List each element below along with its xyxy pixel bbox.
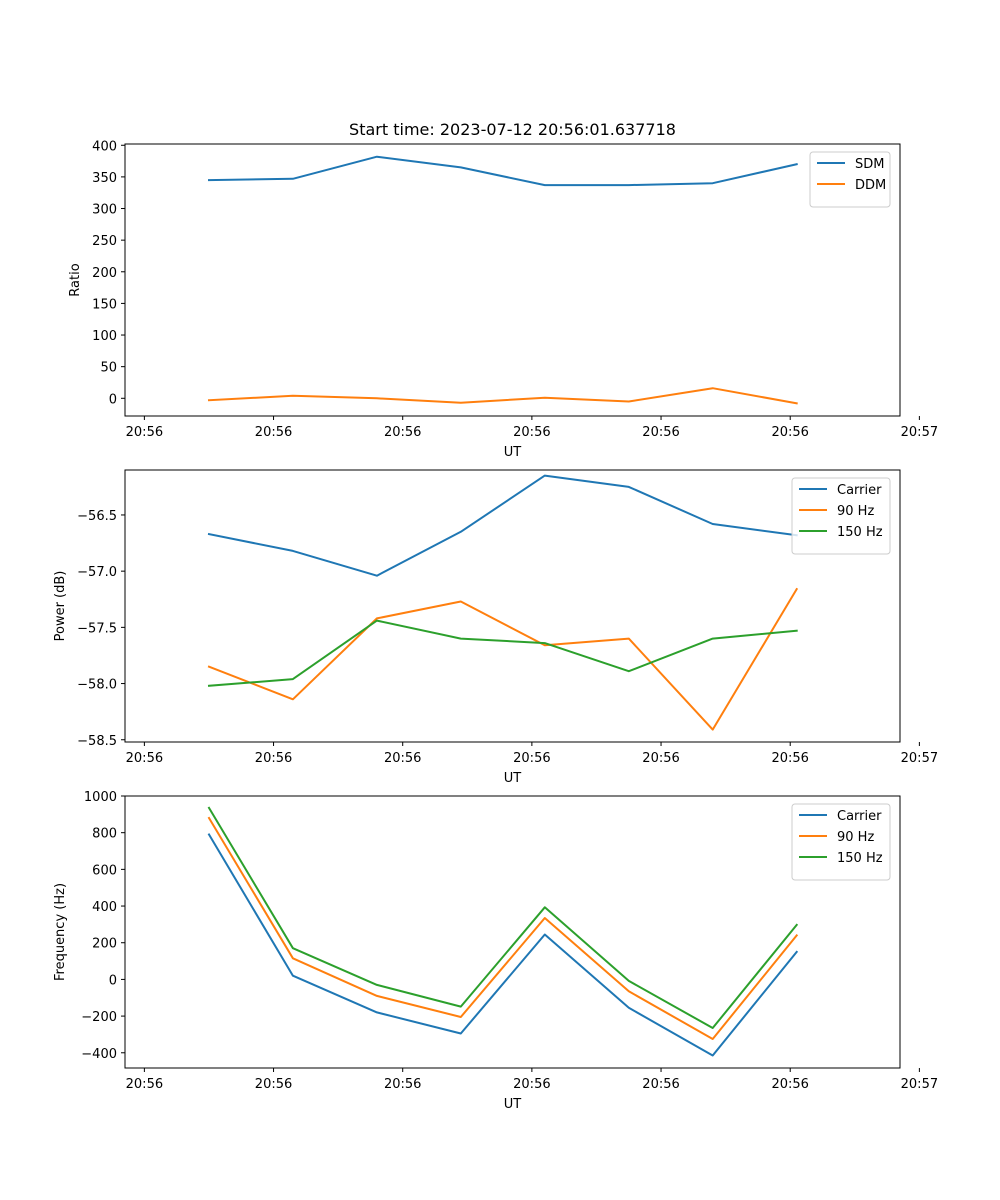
plot-frame <box>124 795 901 1069</box>
x-tick-label: 20:56 <box>255 1077 292 1092</box>
y-tick-label: 150 <box>92 297 117 312</box>
y-axis-label: Frequency (Hz) <box>53 883 68 981</box>
x-tick-label: 20:57 <box>901 751 938 766</box>
y-tick-label: −400 <box>81 1047 117 1062</box>
y-tick-label: 600 <box>92 863 117 878</box>
legend-frame <box>809 151 891 208</box>
y-tick-label: −58.0 <box>77 678 117 693</box>
chart-panel-1: 20:56 20:56 20:56 20:56 20:56 20:56 20:57 0 50 10… <box>68 120 938 460</box>
series-line-ddm <box>207 387 798 405</box>
y-tick-label: −56.5 <box>77 509 117 524</box>
legend: Carrier 90 Hz 150 Hz <box>791 803 891 881</box>
x-tick-label: 20:56 <box>255 425 292 440</box>
y-tick-label: 0 <box>109 973 117 988</box>
plot-frame <box>124 143 901 417</box>
x-tick-label: 20:56 <box>126 425 163 440</box>
chart-panel-2: 20:56 20:56 20:56 20:56 20:56 20:56 20:57 −58.5… <box>53 469 938 786</box>
series-line-150-hz <box>207 619 798 687</box>
y-tick-label: 100 <box>92 329 117 344</box>
plot-frame <box>124 469 901 743</box>
y-tick-label: 250 <box>92 234 117 249</box>
legend-label: 90 Hz <box>837 830 874 845</box>
y-tick-label: −57.5 <box>77 621 117 636</box>
legend-frame <box>791 803 891 881</box>
x-tick-label: 20:57 <box>901 1077 938 1092</box>
legend-label: 150 Hz <box>837 525 883 540</box>
series-line-90-hz <box>207 587 799 731</box>
series-line-150-hz <box>207 806 799 1029</box>
x-tick-label: 20:56 <box>642 751 679 766</box>
series-line-carrier <box>207 833 799 1057</box>
legend-label: Carrier <box>837 483 882 498</box>
y-tick-label: 50 <box>100 361 117 376</box>
x-tick-label: 20:56 <box>513 425 550 440</box>
x-tick-label: 20:57 <box>901 425 938 440</box>
x-tick-label: 20:56 <box>771 751 808 766</box>
y-tick-label: 0 <box>109 392 117 407</box>
legend-label: Carrier <box>837 809 882 824</box>
x-axis-label: UT <box>504 771 522 786</box>
legend-label: 150 Hz <box>837 851 883 866</box>
chart-title: Start time: 2023-07-12 20:56:01.637718 <box>349 120 676 139</box>
x-tick-label: 20:56 <box>513 1077 550 1092</box>
x-axis-label: UT <box>504 1097 522 1112</box>
legend-label: DDM <box>855 178 886 193</box>
chart-panel-3: 20:56 20:56 20:56 20:56 20:56 20:56 20:57 −400 −… <box>53 790 938 1112</box>
x-tick-label: 20:56 <box>642 1077 679 1092</box>
y-tick-label: 400 <box>92 900 117 915</box>
legend-frame <box>791 477 891 555</box>
x-tick-label: 20:56 <box>126 751 163 766</box>
y-tick-label: 350 <box>92 171 117 186</box>
legend: SDM DDM <box>809 151 891 208</box>
x-axis-label: UT <box>504 445 522 460</box>
x-tick-label: 20:56 <box>255 751 292 766</box>
series-line-carrier <box>207 474 798 577</box>
y-tick-label: −200 <box>81 1010 117 1025</box>
y-axis-label: Power (dB) <box>53 571 68 642</box>
x-tick-label: 20:56 <box>771 425 808 440</box>
series-line-90-hz <box>207 816 799 1040</box>
legend-label: 90 Hz <box>837 504 874 519</box>
y-axis-label: Ratio <box>68 263 83 296</box>
y-tick-label: −58.5 <box>77 734 117 749</box>
legend: Carrier 90 Hz 150 Hz <box>791 477 891 555</box>
y-tick-label: 200 <box>92 937 117 952</box>
x-tick-label: 20:56 <box>513 751 550 766</box>
series-line-sdm <box>207 155 798 187</box>
x-tick-label: 20:56 <box>384 751 421 766</box>
x-tick-label: 20:56 <box>384 425 421 440</box>
legend-label: SDM <box>855 157 884 172</box>
y-tick-label: 800 <box>92 827 117 842</box>
x-tick-label: 20:56 <box>384 1077 421 1092</box>
y-tick-label: 300 <box>92 203 117 218</box>
x-tick-label: 20:56 <box>126 1077 163 1092</box>
y-tick-label: 400 <box>92 139 117 154</box>
x-tick-label: 20:56 <box>771 1077 808 1092</box>
x-tick-label: 20:56 <box>642 425 679 440</box>
y-tick-label: 1000 <box>84 790 117 805</box>
y-tick-label: 200 <box>92 266 117 281</box>
y-tick-label: −57.0 <box>77 565 117 580</box>
